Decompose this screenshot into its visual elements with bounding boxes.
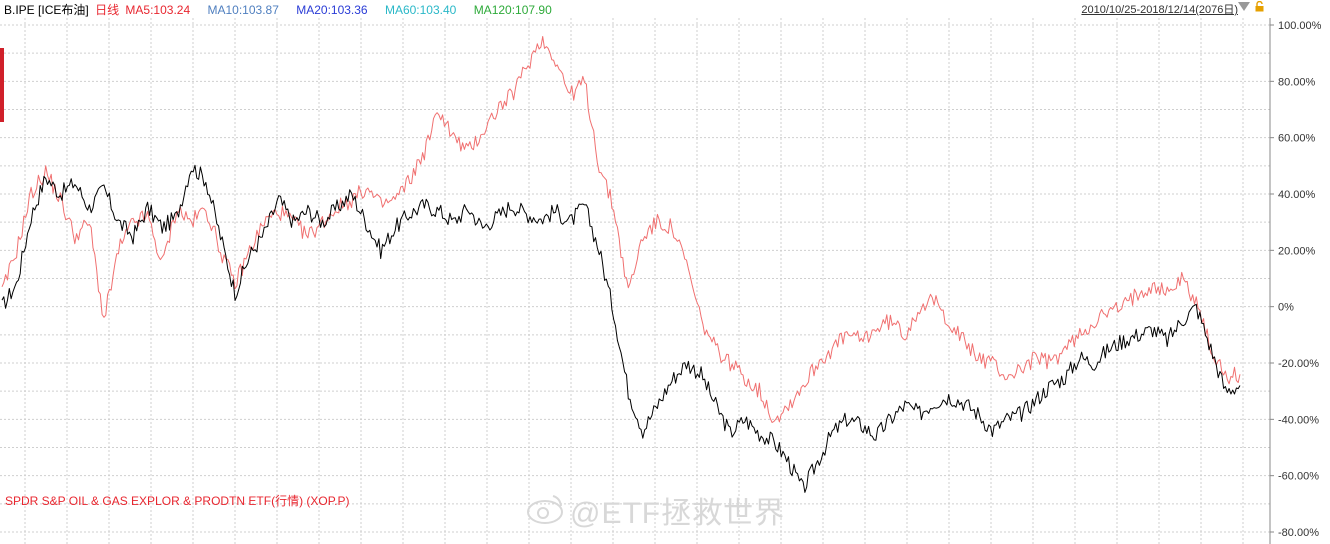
y-tick-label: 20.00% — [1278, 245, 1316, 257]
dropdown-caret-icon[interactable] — [1238, 2, 1250, 11]
y-tick-label: 80.00% — [1278, 76, 1316, 88]
lock-icon[interactable] — [1255, 1, 1264, 12]
y-tick-label: 100.00% — [1278, 20, 1322, 32]
chart-header: B.IPE [ICE布油] 日线 MA5:103.24 MA10:103.87 … — [4, 1, 552, 18]
series-line-xop — [1, 36, 1241, 423]
grid-lines — [0, 18, 1270, 544]
y-tick-label: -80.00% — [1278, 527, 1319, 539]
active-panel-marker — [0, 48, 4, 122]
y-tick-label: 0% — [1278, 302, 1294, 314]
symbol-label: B.IPE — [4, 3, 35, 17]
series-lines — [1, 36, 1241, 493]
y-tick-label: 40.00% — [1278, 189, 1316, 201]
exchange-label: [ICE布油] — [38, 3, 89, 17]
y-tick-label: -40.00% — [1278, 414, 1319, 426]
y-tick-label: -60.00% — [1278, 471, 1319, 483]
watermark-text: @ETF拯救世界 — [570, 497, 786, 530]
period-label[interactable]: 日线 — [95, 3, 120, 17]
y-tick-label: -20.00% — [1278, 358, 1319, 370]
ma120-label: MA120:107.90 — [473, 3, 552, 17]
weibo-watermark-icon — [527, 495, 563, 524]
etf-series-label: SPDR S&P OIL & GAS EXPLOR & PRODTN ETF(行… — [5, 494, 350, 508]
date-range-selector[interactable]: 2010/10/25-2018/12/14(2076日) — [1081, 4, 1238, 16]
series-line-brent — [1, 164, 1241, 493]
ma5-label: MA5:103.24 — [125, 3, 191, 17]
y-tick-label: 60.00% — [1278, 133, 1316, 145]
ma20-label: MA20:103.36 — [296, 3, 368, 17]
ma10-label: MA10:103.87 — [207, 3, 279, 17]
ma60-label: MA60:103.40 — [384, 3, 457, 17]
y-axis: 100.00% 80.00% 60.00% 40.00% 20.00% 0% -20.00%… — [1269, 18, 1322, 544]
